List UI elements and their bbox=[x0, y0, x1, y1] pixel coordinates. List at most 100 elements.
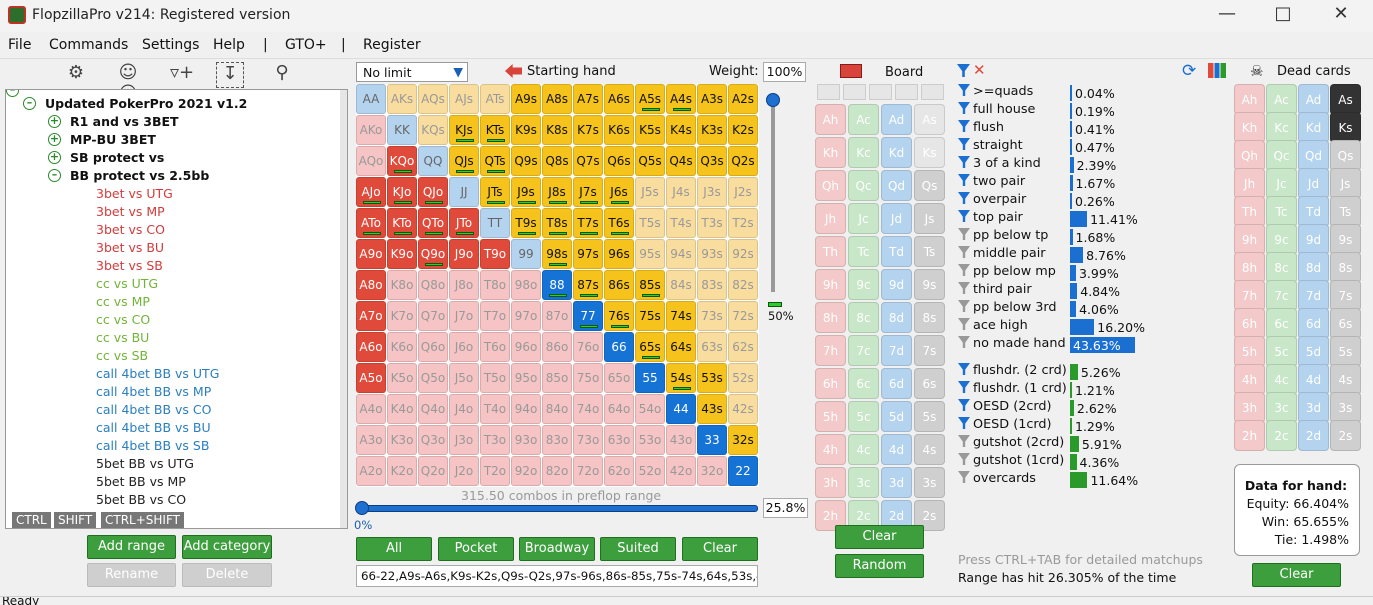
filter-icon[interactable] bbox=[957, 64, 970, 77]
hand-cell-98s[interactable]: 98s bbox=[542, 239, 572, 269]
board-card-4d[interactable]: 4d bbox=[881, 434, 912, 465]
weight-slider-thumb[interactable] bbox=[766, 93, 780, 107]
hand-cell-J4o[interactable]: J4o bbox=[449, 394, 479, 424]
board-card-Tc[interactable]: Tc bbox=[848, 236, 879, 267]
tree-item[interactable]: 3bet vs SB bbox=[96, 258, 163, 273]
dead-card-2c[interactable]: 2c bbox=[1266, 420, 1297, 451]
tree-item[interactable]: cc vs MP bbox=[96, 294, 150, 309]
hand-cell-A9s[interactable]: A9s bbox=[511, 84, 541, 114]
collapse-icon[interactable]: – bbox=[23, 97, 36, 110]
hand-cell-KK[interactable]: KK bbox=[387, 115, 417, 145]
hand-cell-K3o[interactable]: K3o bbox=[387, 425, 417, 455]
hand-cell-73o[interactable]: 73o bbox=[573, 425, 603, 455]
limit-select[interactable]: No limit ▼ bbox=[356, 62, 468, 82]
hand-cell-94o[interactable]: 94o bbox=[511, 394, 541, 424]
dead-card-9c[interactable]: 9c bbox=[1266, 224, 1297, 255]
tree-item[interactable]: call 4bet BB vs SB bbox=[96, 438, 210, 453]
stat-row-label[interactable]: third pair bbox=[958, 282, 1032, 297]
filter-icon[interactable] bbox=[958, 120, 970, 132]
board-slot[interactable] bbox=[869, 84, 892, 100]
hand-cell-32s[interactable]: 32s bbox=[728, 425, 758, 455]
tree-group[interactable]: R1 and vs 3BET bbox=[70, 114, 179, 129]
tree-item[interactable]: 5bet BB vs MP bbox=[96, 474, 186, 489]
stat-row-label[interactable]: OESD (1crd) bbox=[958, 417, 1052, 432]
board-card-4c[interactable]: 4c bbox=[848, 434, 879, 465]
hand-cell-K9o[interactable]: K9o bbox=[387, 239, 417, 269]
tree-item[interactable]: call 4bet BB vs BU bbox=[96, 420, 211, 435]
dead-card-Js[interactable]: Js bbox=[1330, 168, 1361, 199]
dead-card-Kd[interactable]: Kd bbox=[1298, 112, 1329, 143]
hand-cell-AQo[interactable]: AQo bbox=[356, 146, 386, 176]
hand-cell-J6o[interactable]: J6o bbox=[449, 332, 479, 362]
hand-cell-KQs[interactable]: KQs bbox=[418, 115, 448, 145]
hand-cell-J7s[interactable]: J7s bbox=[573, 177, 603, 207]
hand-cell-A6o[interactable]: A6o bbox=[356, 332, 386, 362]
hand-cell-Q7o[interactable]: Q7o bbox=[418, 301, 448, 331]
board-card-3d[interactable]: 3d bbox=[881, 467, 912, 498]
filter-icon[interactable] bbox=[958, 300, 970, 312]
hand-cell-93o[interactable]: 93o bbox=[511, 425, 541, 455]
hand-cell-A8s[interactable]: A8s bbox=[542, 84, 572, 114]
stat-row-label[interactable]: straight bbox=[958, 138, 1023, 153]
board-card-5s[interactable]: 5s bbox=[914, 401, 945, 432]
filter-icon[interactable] bbox=[958, 228, 970, 240]
hand-cell-83s[interactable]: 83s bbox=[697, 270, 727, 300]
stat-row-label[interactable]: gutshot (2crd) bbox=[958, 435, 1064, 450]
refresh-icon[interactable]: ⟳ bbox=[1182, 61, 1197, 81]
hand-cell-JTo[interactable]: JTo bbox=[449, 208, 479, 238]
board-card-Ac[interactable]: Ac bbox=[848, 104, 879, 135]
board-card-9s[interactable]: 9s bbox=[914, 269, 945, 300]
board-card-3h[interactable]: 3h bbox=[815, 467, 846, 498]
gear-icon[interactable]: ⚙ bbox=[67, 62, 85, 83]
board-card-7c[interactable]: 7c bbox=[848, 335, 879, 366]
filter-icon[interactable] bbox=[958, 381, 970, 393]
hand-cell-99[interactable]: 99 bbox=[511, 239, 541, 269]
hand-cell-K2o[interactable]: K2o bbox=[387, 456, 417, 486]
import-icon[interactable]: ↧ bbox=[216, 62, 244, 88]
hand-cell-A6s[interactable]: A6s bbox=[604, 84, 634, 114]
hand-cell-J7o[interactable]: J7o bbox=[449, 301, 479, 331]
hand-cell-K2s[interactable]: K2s bbox=[728, 115, 758, 145]
rename-button[interactable]: Rename bbox=[87, 563, 176, 587]
hand-cell-T3o[interactable]: T3o bbox=[480, 425, 510, 455]
hand-cell-QTo[interactable]: QTo bbox=[418, 208, 448, 238]
hand-cell-KJo[interactable]: KJo bbox=[387, 177, 417, 207]
tree-item[interactable]: cc vs UTG bbox=[96, 276, 159, 291]
hand-cell-K8o[interactable]: K8o bbox=[387, 270, 417, 300]
dead-card-5s[interactable]: 5s bbox=[1330, 336, 1361, 367]
filter-icon[interactable] bbox=[958, 471, 970, 483]
dead-card-6c[interactable]: 6c bbox=[1266, 308, 1297, 339]
clear-filter-icon[interactable]: ✕ bbox=[973, 61, 986, 79]
stat-row-label[interactable]: no made hand bbox=[958, 336, 1066, 351]
hand-cell-A8o[interactable]: A8o bbox=[356, 270, 386, 300]
hand-cell-K7o[interactable]: K7o bbox=[387, 301, 417, 331]
board-slot[interactable] bbox=[921, 84, 944, 100]
board-card-Ah[interactable]: Ah bbox=[815, 104, 846, 135]
hand-cell-87s[interactable]: 87s bbox=[573, 270, 603, 300]
board-card-Ks[interactable]: Ks bbox=[914, 137, 945, 168]
filter-icon[interactable] bbox=[958, 210, 970, 222]
stat-row-label[interactable]: gutshot (1crd) bbox=[958, 453, 1064, 468]
close-button[interactable]: ✕ bbox=[1333, 3, 1349, 24]
hand-cell-ATo[interactable]: ATo bbox=[356, 208, 386, 238]
hand-cell-Q8o[interactable]: Q8o bbox=[418, 270, 448, 300]
hand-cell-95o[interactable]: 95o bbox=[511, 363, 541, 393]
dead-card-9h[interactable]: 9h bbox=[1234, 224, 1265, 255]
hand-cell-J3s[interactable]: J3s bbox=[697, 177, 727, 207]
hand-cell-KQo[interactable]: KQo bbox=[387, 146, 417, 176]
hand-cell-Q2o[interactable]: Q2o bbox=[418, 456, 448, 486]
hand-cell-32o[interactable]: 32o bbox=[697, 456, 727, 486]
dead-card-5h[interactable]: 5h bbox=[1234, 336, 1265, 367]
stat-row-label[interactable]: top pair bbox=[958, 210, 1023, 225]
hand-cell-85s[interactable]: 85s bbox=[635, 270, 665, 300]
hand-cell-97s[interactable]: 97s bbox=[573, 239, 603, 269]
hand-cell-Q7s[interactable]: Q7s bbox=[573, 146, 603, 176]
hand-cell-A7s[interactable]: A7s bbox=[573, 84, 603, 114]
stat-row-label[interactable]: >=quads bbox=[958, 84, 1033, 99]
hand-cell-T3s[interactable]: T3s bbox=[697, 208, 727, 238]
hand-cell-Q6s[interactable]: Q6s bbox=[604, 146, 634, 176]
hand-cell-72o[interactable]: 72o bbox=[573, 456, 603, 486]
board-card-Kc[interactable]: Kc bbox=[848, 137, 879, 168]
dead-card-7s[interactable]: 7s bbox=[1330, 280, 1361, 311]
dead-card-Kc[interactable]: Kc bbox=[1266, 112, 1297, 143]
